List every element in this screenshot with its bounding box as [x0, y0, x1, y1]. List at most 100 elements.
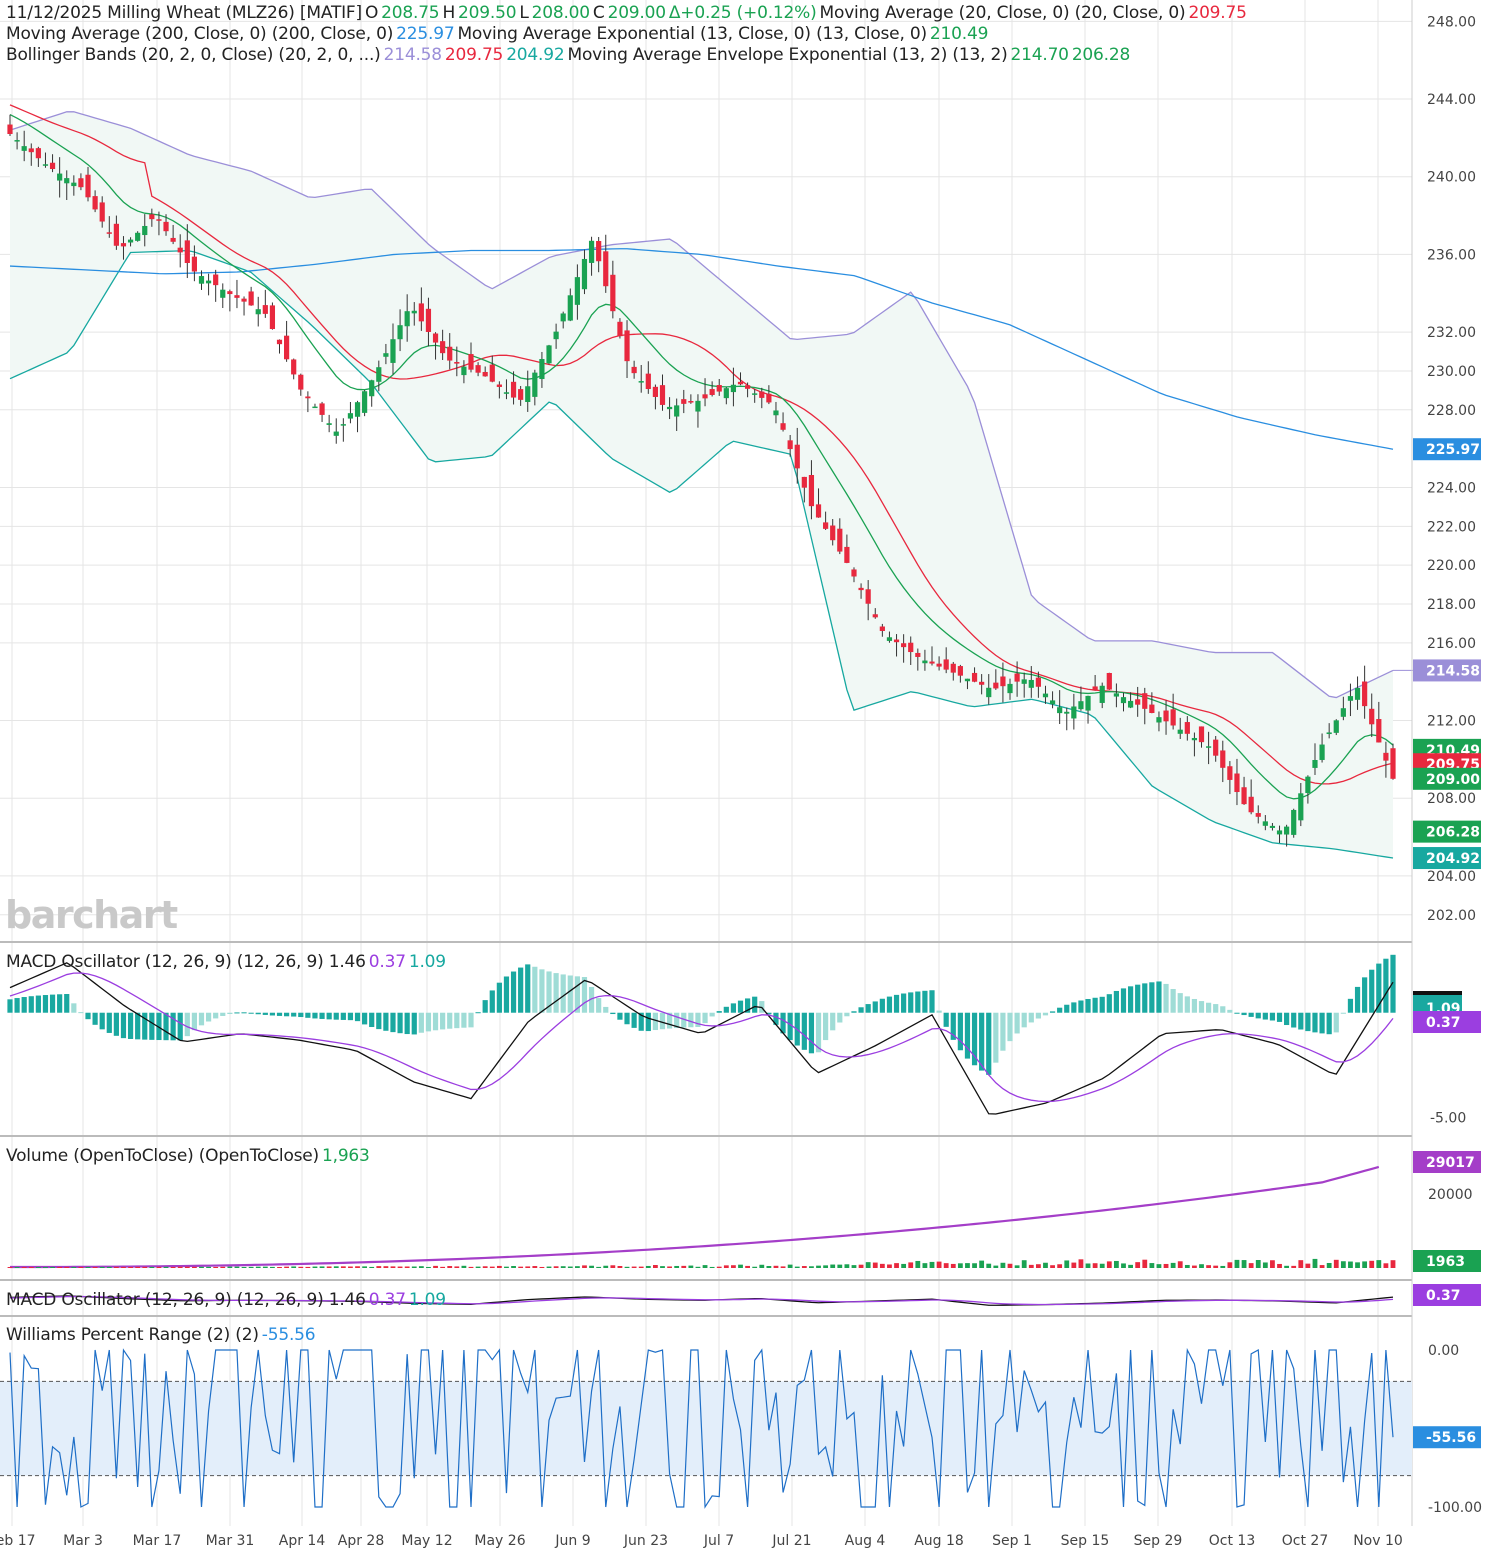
macd-bar — [1120, 988, 1127, 1013]
candle-body — [702, 394, 708, 399]
volume-bar — [731, 1265, 736, 1268]
macd-bar — [1021, 1012, 1027, 1028]
macd-bar — [404, 1012, 410, 1035]
volume-bar — [99, 1266, 105, 1268]
candle-body — [695, 400, 701, 412]
volume-bar — [766, 1266, 772, 1268]
candle-body — [461, 366, 467, 376]
macd-bar — [177, 1012, 183, 1041]
macd-bar — [908, 992, 914, 1013]
candle-body — [92, 196, 98, 210]
volume-bar — [1348, 1261, 1353, 1268]
macd-bar — [971, 1012, 978, 1066]
macd-bar — [489, 990, 495, 1013]
macd2-signal-badge-bg — [1413, 1284, 1481, 1306]
volume-bar — [220, 1266, 226, 1268]
macd-bar — [305, 1012, 311, 1018]
macd-bar — [127, 1012, 134, 1039]
candle-body — [276, 339, 283, 345]
macd-bar — [688, 1012, 694, 1028]
macd-bar — [383, 1012, 389, 1031]
candle-body — [1291, 809, 1297, 835]
legend-segment: 214.70 — [1010, 45, 1069, 65]
volume-bar — [979, 1260, 985, 1268]
macd-bar — [49, 994, 56, 1013]
volume-bar — [1270, 1260, 1275, 1268]
volume-bar — [440, 1266, 446, 1268]
macd-bar — [1340, 1012, 1346, 1014]
macd-bar — [1007, 1012, 1013, 1042]
volume-bar — [1142, 1259, 1148, 1268]
candle-body — [801, 476, 807, 488]
candle-body — [319, 403, 325, 415]
volume-bar — [270, 1266, 275, 1268]
candle-body — [1312, 759, 1318, 768]
legend-segment: 0.37 — [368, 1290, 406, 1310]
volume-legend: Volume (OpenToClose) (OpenToClose) 1,963 — [6, 1146, 373, 1166]
macd-bar — [652, 1012, 658, 1031]
candle-body — [610, 274, 616, 312]
volume-bar — [872, 1262, 878, 1268]
volume-bar — [355, 1266, 360, 1268]
volume-bar — [901, 1263, 907, 1268]
macd-bar — [1127, 986, 1134, 1013]
candle-body — [14, 140, 20, 142]
volume-bar — [177, 1266, 183, 1268]
macd-bar — [28, 996, 34, 1013]
volume-bar — [64, 1266, 70, 1268]
x-axis-label: Sep 1 — [992, 1533, 1032, 1549]
macd-bar — [333, 1012, 339, 1020]
legend-segment: 1.09 — [408, 952, 446, 972]
macd-bar — [312, 1012, 318, 1019]
legend-segment: 214.58 — [383, 45, 442, 65]
x-axis-label: May 26 — [474, 1533, 525, 1549]
macd-bar — [518, 967, 524, 1013]
candle-body — [1156, 717, 1162, 723]
legend-segment: 204.92 — [506, 45, 565, 65]
macd-bar — [120, 1012, 127, 1039]
macd-bar — [893, 994, 900, 1013]
macd-bar — [865, 1004, 871, 1013]
y-axis-label: 218.00 — [1427, 597, 1476, 613]
macd-bar — [950, 1012, 956, 1040]
candle-body — [1120, 697, 1127, 704]
macd-bar — [78, 1012, 84, 1014]
y-axis-label: 224.00 — [1427, 480, 1476, 496]
macd-bar — [1291, 1012, 1297, 1028]
macd-bar — [929, 990, 935, 1013]
candle-body — [716, 385, 722, 392]
y-axis-label: 202.00 — [1427, 908, 1476, 924]
macd-bar — [702, 1012, 708, 1024]
candle-body — [1135, 699, 1141, 705]
volume-bar — [85, 1266, 91, 1268]
macd2-legend: MACD Oscillator (12, 26, 9) (12, 26, 9) … — [6, 1290, 449, 1310]
macd-bar — [1042, 1012, 1049, 1016]
macd-bar — [837, 1012, 843, 1023]
macd-bar — [149, 1012, 155, 1040]
candle-body — [532, 372, 538, 397]
x-axis-label: Aug 18 — [914, 1533, 964, 1549]
volume-bar — [1312, 1258, 1318, 1268]
volume-bar — [21, 1266, 27, 1268]
candle-body — [986, 687, 992, 698]
volume-bar — [539, 1266, 545, 1268]
candle-body — [106, 232, 112, 234]
volume-bar — [823, 1265, 829, 1268]
volume-bar — [489, 1266, 495, 1268]
macd-bar — [362, 1012, 368, 1025]
y-axis-label: 222.00 — [1427, 519, 1476, 535]
volume-bar — [1057, 1264, 1063, 1268]
macd-bar — [674, 1012, 680, 1029]
macd-bar — [532, 966, 538, 1013]
candles-group — [7, 114, 1396, 847]
williams-line — [9, 1347, 1394, 1509]
volume-bar — [1206, 1265, 1211, 1268]
volume-bar — [532, 1266, 538, 1268]
candle-body — [617, 321, 623, 337]
volume-bar — [908, 1262, 914, 1268]
volume-bar — [1383, 1263, 1389, 1268]
candle-body — [489, 364, 495, 382]
macd-bar — [858, 1007, 864, 1013]
volume-bar — [589, 1265, 594, 1268]
legend-segment: Williams Percent Range (2) (2) — [6, 1325, 259, 1345]
